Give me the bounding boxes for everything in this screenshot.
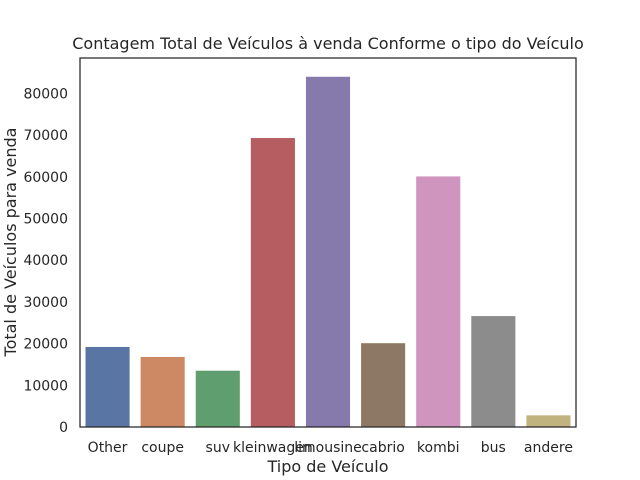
y-tick-labels: 0 10000 20000 30000 40000 50000 60000 70000 8000…: [23, 86, 68, 436]
x-axis-label: Tipo de Veículo: [266, 457, 388, 476]
x-tick-label-kleinwagen: kleinwagen: [233, 440, 313, 456]
x-tick-label-limousine: limousine: [294, 440, 362, 456]
chart-title: Contagem Total de Veículos à venda Confo…: [72, 34, 584, 53]
x-tick-label-cabrio: cabrio: [361, 440, 404, 456]
bar-bus: [471, 316, 516, 427]
x-tick-label-andere: andere: [524, 440, 573, 456]
y-tick-label: 40000: [23, 253, 68, 269]
x-tick-label-suv: suv: [206, 440, 230, 456]
y-tick-label: 20000: [23, 337, 68, 353]
bar-limousine: [305, 76, 351, 427]
bar-suv: [195, 370, 240, 427]
y-tick-label: 0: [59, 420, 68, 436]
bar-kombi: [416, 176, 461, 427]
y-axis-label: Total de Veículos para venda: [1, 128, 20, 358]
x-tick-label-bus: bus: [481, 440, 506, 456]
plot-frame: [79, 57, 577, 428]
y-tick-label: 80000: [23, 86, 68, 102]
y-tick-label: 70000: [23, 128, 68, 144]
x-tick-label-coupe: coupe: [141, 440, 184, 456]
y-tick-label: 60000: [23, 170, 68, 186]
bar-andere: [526, 415, 571, 427]
bars-group: [85, 76, 571, 428]
bar-Other: [85, 346, 130, 427]
x-tick-label-kombi: kombi: [417, 440, 460, 456]
y-tick-label: 50000: [23, 212, 68, 228]
bar-cabrio: [361, 343, 406, 427]
y-tick-label: 30000: [23, 295, 68, 311]
x-tick-label-Other: Other: [88, 440, 128, 456]
y-tick-label: 10000: [23, 378, 68, 394]
bar-kleinwagen: [250, 138, 295, 428]
bar-coupe: [140, 356, 185, 427]
